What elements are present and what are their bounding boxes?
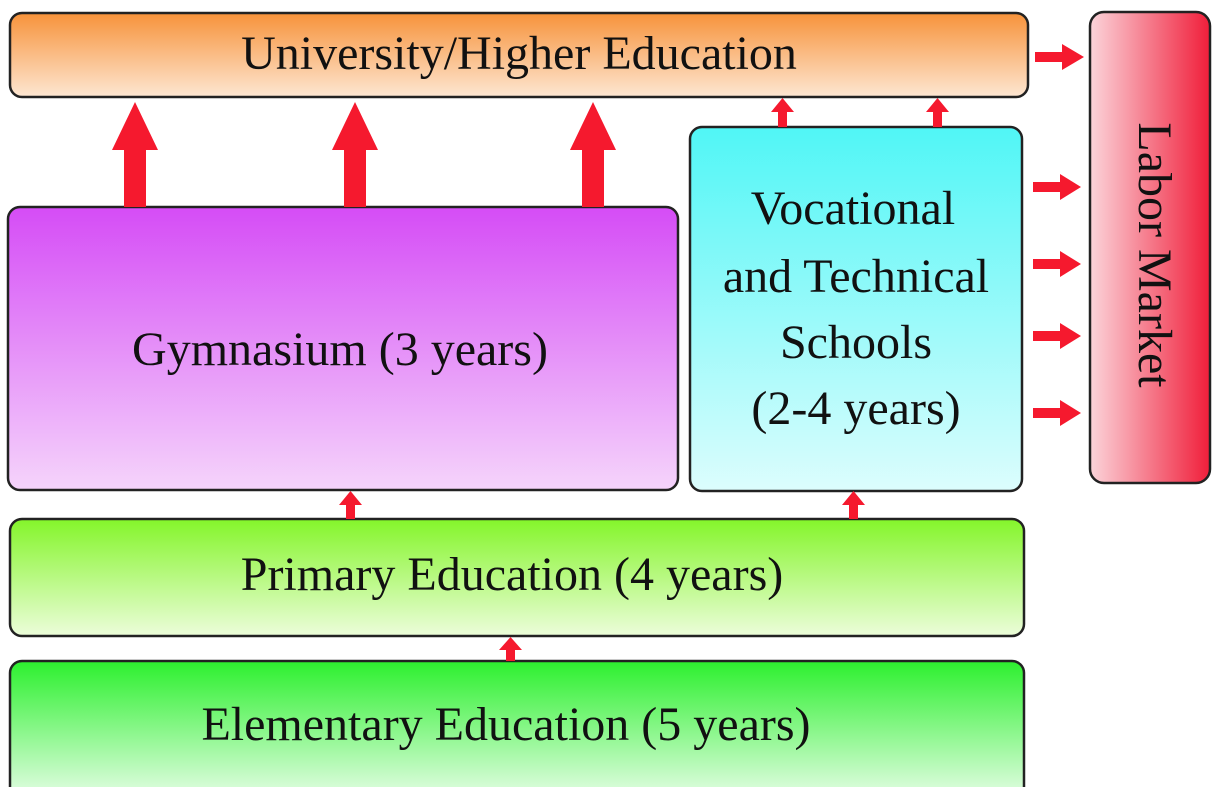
arrow [1033,400,1081,426]
elementary-box [8,659,1026,787]
primary-label: Primary Education (4 years) [241,548,783,601]
vocational-label: (2-4 years) [751,382,960,435]
arrow [1033,323,1081,349]
university-label: University/Higher Education [241,27,797,80]
vocational-label: Vocational [751,182,955,235]
arrow [1033,251,1081,277]
vocational-label: Schools [780,316,932,369]
arrow [926,98,949,127]
gymnasium-box [6,205,680,492]
vocational-box [688,125,1024,493]
arrow [339,491,362,519]
arrow [499,637,522,661]
arrow [771,98,794,127]
vocational-label: and Technical [723,250,989,303]
labor-market-label: Labor Market [1128,122,1181,388]
arrow [332,102,378,207]
elementary-label: Elementary Education (5 years) [201,698,810,751]
arrow [112,102,158,207]
university-box [8,11,1030,99]
labor-market-box [1088,10,1212,485]
arrow [1035,44,1084,70]
arrows [112,44,1084,661]
arrow [570,102,616,207]
primary-box [8,517,1026,638]
gymnasium-label: Gymnasium (3 years) [132,323,548,376]
arrow [1033,174,1081,200]
arrow [842,491,865,519]
